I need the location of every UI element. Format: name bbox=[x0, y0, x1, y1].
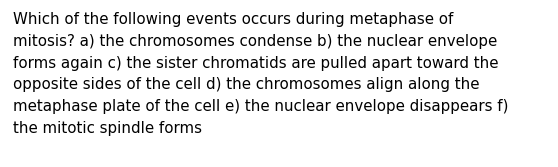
Text: Which of the following events occurs during metaphase of: Which of the following events occurs dur… bbox=[13, 12, 453, 27]
Text: forms again c) the sister chromatids are pulled apart toward the: forms again c) the sister chromatids are… bbox=[13, 56, 498, 71]
Text: the mitotic spindle forms: the mitotic spindle forms bbox=[13, 121, 202, 136]
Text: mitosis? a) the chromosomes condense b) the nuclear envelope: mitosis? a) the chromosomes condense b) … bbox=[13, 34, 497, 49]
Text: metaphase plate of the cell e) the nuclear envelope disappears f): metaphase plate of the cell e) the nucle… bbox=[13, 99, 508, 114]
Text: opposite sides of the cell d) the chromosomes align along the: opposite sides of the cell d) the chromo… bbox=[13, 77, 479, 92]
